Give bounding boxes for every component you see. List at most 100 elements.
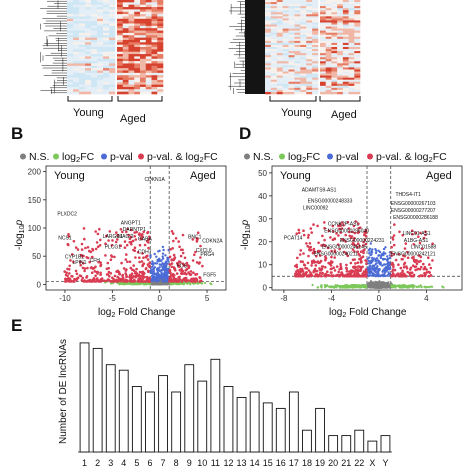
volcano-d-point-both (309, 227, 313, 230)
heatmap-a-right-aged-cell (348, 65, 355, 68)
heatmap-a-left-aged-cell (157, 39, 164, 43)
heatmap-a-right-young-cell (270, 49, 278, 52)
heatmap-a-right-aged-cell (354, 85, 361, 89)
bar-e-bar-9 (184, 364, 195, 453)
heatmap-a-left-young-cell (85, 4, 92, 8)
heatmap-a-right-aged-cell (342, 26, 349, 29)
volcano-b-point-both (189, 270, 193, 273)
heatmap-a-right-aged-cell (320, 4, 327, 7)
heatmap-a-left-aged-cell (128, 37, 135, 41)
heatmap-a-left-aged-cell (157, 47, 164, 50)
heatmap-a-left-young-cell (85, 32, 92, 36)
heatmap-a-left-young-cell (103, 32, 110, 36)
heatmap-a-right-aged-cell (337, 63, 344, 66)
heatmap-a-left-young-cell (109, 72, 116, 76)
heatmap-a-right-aged-cell (337, 44, 344, 48)
volcano-b-point-both (73, 277, 76, 281)
volcano-b-gene-label: CDKN2A (202, 239, 223, 245)
heatmap-a-right-young-cell (282, 85, 289, 89)
volcano-b-point-both (139, 280, 143, 283)
volcano-d-point-fc (329, 285, 332, 288)
volcano-b-point-both (141, 252, 144, 255)
heatmap-a-right-young-cell (276, 24, 283, 27)
volcano-d-point-both (412, 273, 416, 277)
heatmap-a-left-aged-cell (140, 39, 147, 43)
heatmap-a-left-aged-cell (128, 21, 135, 24)
volcano-d-point-fc (355, 285, 358, 288)
volcano-d-point-both (318, 267, 321, 270)
heatmap-a-right-young-cell (300, 36, 307, 40)
heatmap-a-right-young-cell (288, 26, 295, 29)
volcano-d-point-ns (375, 281, 378, 284)
heatmap-a-left-young-cell (109, 65, 116, 69)
heatmap-a-right-young-cell (282, 71, 289, 74)
volcano-d-point-fc (399, 284, 402, 287)
volcano-b-point-both (142, 256, 145, 260)
heatmap-a-right-aged-cell (325, 71, 332, 74)
heatmap-a-right-young-cell (294, 44, 301, 48)
heatmap-a-left-aged-cell (128, 61, 135, 64)
heatmap-a-right-young-cell (288, 8, 295, 11)
heatmap-a-right-young-cell (265, 91, 272, 95)
volcano-b-point-both (67, 235, 71, 238)
heatmap-a-right-young-cell (288, 10, 295, 13)
volcano-d-gene-label: ENSG00000240211 (314, 252, 359, 258)
heatmap-a-left-young-cell (73, 35, 80, 38)
heatmap-a-right-aged-cell (331, 63, 338, 66)
heatmap-a-right-young-cell (306, 47, 313, 50)
heatmap-a-left-young-cell (109, 86, 116, 90)
heatmap-a-right-young-cell (300, 73, 307, 76)
heatmap-a-right-aged-cell (337, 28, 344, 31)
volcano-b-point-both (113, 255, 116, 259)
heatmap-a-left-aged-cell (117, 28, 124, 31)
heatmap-a-right-aged-cell (348, 4, 355, 7)
volcano-b-point-fc (169, 283, 172, 286)
heatmap-a-right-aged-cell (337, 83, 344, 87)
volcano-b-point-both (193, 280, 197, 283)
volcano-d-point-fc (429, 285, 433, 288)
volcano-b-point-both (180, 280, 184, 283)
heatmap-a-right-young-cell (312, 89, 319, 93)
heatmap-a-right-young-cell (300, 55, 307, 58)
heatmap-a-right-aged-cell (331, 85, 338, 89)
heatmap-a-right-young-cell (306, 89, 313, 93)
volcano-b-gene-label: CDH7 (138, 249, 152, 255)
volcano-b-legend-dot-1 (53, 153, 59, 160)
heatmap-a-right-aged-cell (348, 85, 355, 89)
volcano-b-point-both (93, 280, 96, 283)
volcano-b-point-pval (160, 259, 163, 262)
heatmap-a-left-young-cell (97, 28, 104, 31)
heatmap-a-right-aged-cell (325, 87, 332, 91)
heatmap-a-right-young-cell (300, 89, 307, 93)
volcano-b-point-both (109, 258, 113, 262)
heatmap-a-right-aged-cell (337, 22, 344, 25)
heatmap-a-right-young-cell (270, 81, 278, 85)
heatmap-a-left-aged-cell (145, 28, 152, 31)
volcano-d-point-fc (348, 286, 351, 289)
volcano-d-point-both (362, 244, 365, 247)
heatmap-a-left-young-cell (91, 58, 98, 62)
heatmap-a-left-aged-cell (134, 7, 141, 10)
heatmap-a-left-young-cell (103, 0, 110, 3)
heatmap-a-right-young-cell (288, 61, 295, 64)
heatmap-a-left-aged-cell (117, 32, 124, 36)
bar-e-tick-label-6: 6 (147, 458, 152, 468)
heatmap-a-right-aged-cell (342, 73, 349, 76)
heatmap-a-right-aged-cell (331, 71, 338, 74)
heatmap-a-right-young-cell (306, 30, 313, 33)
heatmap-a-right-young-cell (270, 75, 278, 78)
heatmap-a-right-young-cell (312, 79, 319, 83)
volcano-b-point-both (143, 275, 146, 279)
heatmap-a-right-young-cell (265, 0, 272, 3)
heatmap-a-left-young-cell (85, 58, 92, 62)
heatmap-a-right-young-cell (306, 6, 313, 9)
volcano-d-point-pval (368, 247, 372, 250)
heatmap-a-right-aged-cell (354, 40, 361, 44)
heatmap-a-left-aged-cell (151, 68, 158, 71)
heatmap-a-left-aged-cell (145, 91, 152, 95)
heatmap-a-left-aged-cell (117, 51, 124, 55)
heatmap-a-left-young-cell (109, 9, 116, 13)
volcano-d-point-pval (370, 259, 373, 262)
volcano-d-point-both (345, 263, 348, 267)
heatmap-a-right-young-cell (288, 71, 295, 74)
